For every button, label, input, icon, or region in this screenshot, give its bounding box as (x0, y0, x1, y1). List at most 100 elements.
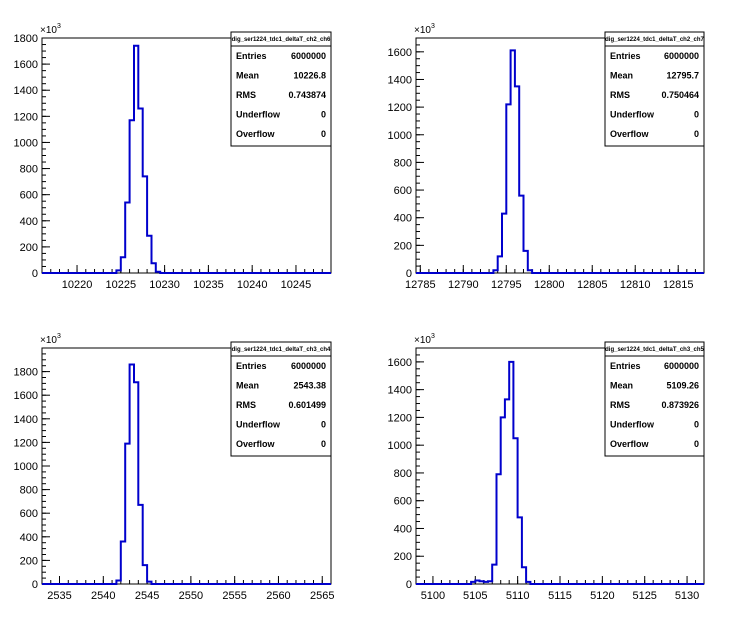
x-tick-label: 2545 (135, 590, 159, 602)
y-tick-label: 200 (394, 240, 412, 252)
y-tick-label: 1600 (14, 59, 38, 71)
y-tick-label: 600 (20, 508, 38, 520)
histogram-line (42, 44, 331, 274)
stats-title: dig_ser1224_tdc1_deltaT_ch3_ch4 (232, 347, 331, 353)
y-tick-label: 1400 (388, 385, 412, 397)
stats-label: Entries (236, 361, 267, 371)
stats-value: 0.873926 (661, 400, 699, 410)
y-tick-label: 1400 (388, 74, 412, 86)
y-tick-label: 800 (20, 164, 38, 176)
y-tick-label: 0 (32, 268, 38, 280)
y-tick-label: 1600 (388, 357, 412, 369)
y-tick-label: 0 (32, 579, 38, 591)
stats-label: Mean (236, 71, 259, 81)
y-tick-label: 1000 (388, 440, 412, 452)
y-tick-label: 1800 (14, 33, 38, 45)
stats-label: Entries (236, 51, 267, 61)
stats-value: 0.743874 (288, 90, 326, 100)
x-tick-label: 12800 (534, 279, 565, 291)
x-tick-label: 2560 (266, 590, 290, 602)
stats-label: Overflow (610, 439, 650, 449)
y-tick-label: 1000 (14, 137, 38, 149)
x-tick-label: 10240 (237, 279, 268, 291)
x-tick-label: 12790 (448, 279, 479, 291)
x-tick-label: 2535 (47, 590, 71, 602)
y-tick-label: 1400 (14, 414, 38, 426)
stats-label: Mean (610, 71, 633, 81)
stats-label: Overflow (610, 129, 650, 139)
stats-value: 2543.38 (293, 381, 326, 391)
stats-title: dig_ser1224_tdc1_deltaT_ch2_ch6 (232, 37, 331, 43)
histogram-panel-1: 0 200 400 600 800 1000 1200 1400 1600 1800 10220 10… (14, 23, 332, 291)
stats-title: dig_ser1224_tdc1_deltaT_ch3_ch5 (605, 347, 704, 353)
stats-value: 6000000 (664, 51, 699, 61)
y-axis-multiplier: ×10 (414, 25, 431, 36)
stats-value: 0 (694, 420, 699, 430)
y-tick-label: 400 (20, 532, 38, 544)
y-tick-label: 600 (394, 496, 412, 508)
stats-label: Mean (236, 381, 259, 391)
x-tick-label: 5105 (463, 590, 487, 602)
histogram-line (42, 363, 331, 585)
stats-value: 0 (321, 110, 326, 120)
x-tick-label: 2550 (179, 590, 203, 602)
stats-label: Underflow (236, 420, 281, 430)
stats-value: 0 (321, 420, 326, 430)
histogram-bin (505, 399, 509, 584)
x-tick-label: 5110 (506, 590, 530, 602)
x-tick-label: 2555 (222, 590, 246, 602)
stats-box (604, 341, 705, 457)
y-axis-multiplier-exponent: 3 (431, 23, 435, 30)
x-tick-label: 12805 (577, 279, 608, 291)
stats-label: Overflow (236, 439, 276, 449)
stats-value: 6000000 (291, 51, 326, 61)
y-tick-label: 1400 (14, 85, 38, 97)
x-tick-label: 12795 (491, 279, 522, 291)
stats-box (230, 31, 332, 147)
x-tick-label: 10230 (149, 279, 180, 291)
y-tick-label: 1600 (14, 390, 38, 402)
x-tick-label: 2565 (310, 590, 334, 602)
stats-label: Overflow (236, 129, 276, 139)
y-tick-label: 0 (406, 579, 412, 591)
x-tick-label: 5125 (632, 590, 656, 602)
y-tick-label: 800 (394, 468, 412, 480)
x-tick-label: 5120 (590, 590, 614, 602)
x-tick-label: 10245 (281, 279, 312, 291)
x-tick-label: 5115 (548, 590, 572, 602)
stats-value: 10226.8 (293, 71, 326, 81)
x-tick-label: 12785 (405, 279, 436, 291)
x-tick-label: 10235 (193, 279, 224, 291)
stats-label: RMS (236, 90, 256, 100)
histogram-line (416, 360, 704, 585)
y-tick-label: 1200 (388, 412, 412, 424)
histogram-panel-3: 0 200 400 600 800 1000 1200 1400 1600 1800 2535 254… (14, 333, 335, 602)
stats-value: 0 (694, 129, 699, 139)
histogram-line (416, 49, 704, 274)
x-tick-label: 12810 (620, 279, 651, 291)
stats-value: 12795.7 (666, 71, 699, 81)
histogram-panel-4: 0 200 400 600 800 1000 1200 1400 1600 5100 5105 511… (388, 333, 705, 602)
y-tick-label: 1000 (14, 461, 38, 473)
y-tick-label: 200 (20, 555, 38, 567)
stats-title: dig_ser1224_tdc1_deltaT_ch2_ch7 (605, 37, 704, 43)
y-axis-multiplier: ×10 (40, 335, 57, 346)
x-tick-label: 5130 (675, 590, 699, 602)
y-tick-label: 400 (394, 213, 412, 225)
stats-label: Entries (610, 361, 641, 371)
stats-label: RMS (610, 400, 630, 410)
y-tick-label: 600 (394, 185, 412, 197)
y-axis-multiplier-exponent: 3 (431, 333, 435, 340)
stats-label: Underflow (610, 110, 655, 120)
y-tick-label: 1000 (388, 130, 412, 142)
stats-label: Mean (610, 381, 633, 391)
y-tick-label: 800 (394, 157, 412, 169)
y-tick-label: 400 (394, 523, 412, 535)
stats-label: RMS (610, 90, 630, 100)
y-tick-label: 1600 (388, 47, 412, 59)
stats-value: 0 (694, 439, 699, 449)
y-tick-label: 0 (406, 268, 412, 280)
stats-label: Underflow (610, 420, 655, 430)
stats-value: 6000000 (664, 361, 699, 371)
stats-value: 6000000 (291, 361, 326, 371)
